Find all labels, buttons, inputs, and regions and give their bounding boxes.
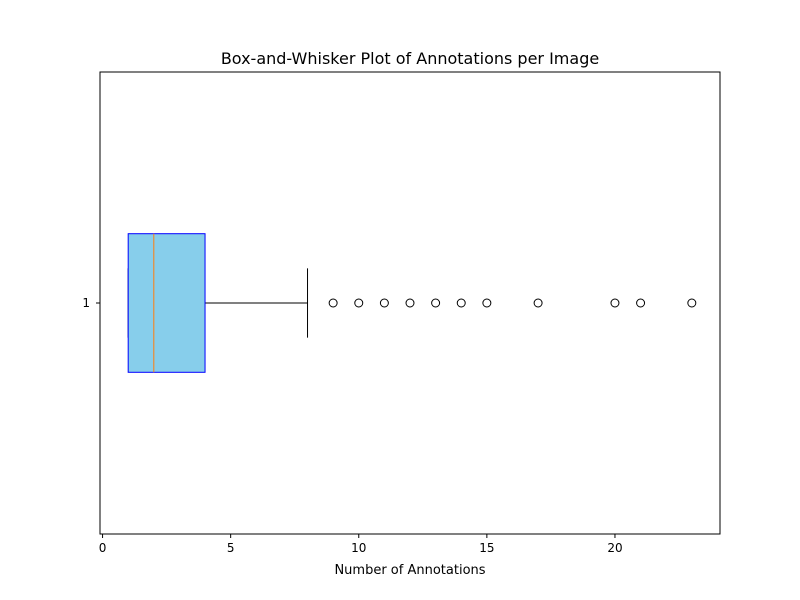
outlier-point xyxy=(533,298,543,308)
outlier-point xyxy=(379,298,389,308)
outlier-point xyxy=(482,298,492,308)
box-series xyxy=(127,233,697,373)
x-tick-label: 0 xyxy=(99,541,107,555)
outlier-point xyxy=(431,298,441,308)
iqr-box xyxy=(127,233,206,373)
x-tick-label: 5 xyxy=(227,541,235,555)
y-axis-ticks: 1 xyxy=(82,296,100,310)
box-group xyxy=(127,233,697,373)
outlier-point xyxy=(610,298,620,308)
y-tick-label: 1 xyxy=(82,296,90,310)
outlier-point xyxy=(405,298,415,308)
x-tick-label: 15 xyxy=(479,541,494,555)
x-axis-label: Number of Annotations xyxy=(334,563,485,578)
outlier-point xyxy=(456,298,466,308)
x-tick-label: 10 xyxy=(351,541,366,555)
x-tick-label: 20 xyxy=(607,541,622,555)
chart-title: Box-and-Whisker Plot of Annotations per … xyxy=(221,49,599,68)
outlier-point xyxy=(328,298,338,308)
outlier-point xyxy=(636,298,646,308)
outlier-point xyxy=(687,298,697,308)
outlier-point xyxy=(354,298,364,308)
x-axis-ticks: 0 5 10 15 20 xyxy=(99,534,623,555)
